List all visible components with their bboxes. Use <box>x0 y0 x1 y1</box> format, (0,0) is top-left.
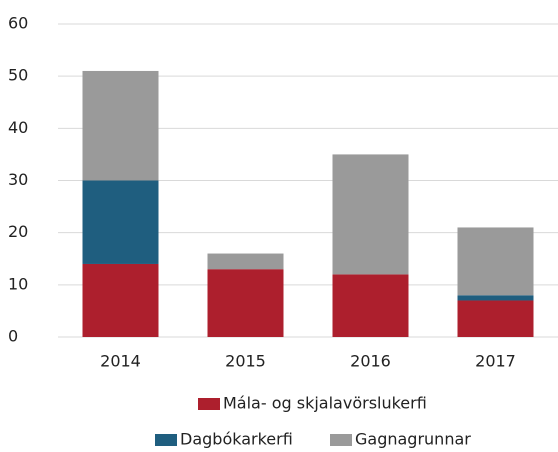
x-tick-label: 2017 <box>475 352 516 371</box>
legend-swatch <box>198 398 220 410</box>
y-tick-label: 0 <box>8 327 18 346</box>
bar-segment <box>207 269 284 337</box>
bar-segment <box>207 253 284 270</box>
y-tick-label: 40 <box>8 118 28 137</box>
bar-segment <box>82 263 159 337</box>
bar-segment <box>457 295 534 301</box>
y-tick-label: 60 <box>8 14 28 33</box>
bar-segment <box>457 227 534 296</box>
legend-label: Dagbókarkerfi <box>180 430 293 449</box>
y-tick-label: 10 <box>8 274 28 293</box>
legend-label: Mála- og skjalavörslukerfi <box>223 394 427 413</box>
bar-segment <box>332 274 409 337</box>
x-tick-label: 2014 <box>100 352 141 371</box>
bar-segment <box>457 300 534 337</box>
y-tick-label: 30 <box>8 170 28 189</box>
y-tick-label: 20 <box>8 222 28 241</box>
x-tick-label: 2016 <box>350 352 391 371</box>
bar-segment <box>82 70 159 181</box>
legend-swatch <box>330 434 352 446</box>
bar-segment <box>82 180 159 264</box>
y-tick-label: 50 <box>8 66 28 85</box>
bar-segment <box>332 154 409 275</box>
x-tick-label: 2015 <box>225 352 266 371</box>
legend-label: Gagnagrunnar <box>355 430 471 449</box>
legend-swatch <box>155 434 177 446</box>
